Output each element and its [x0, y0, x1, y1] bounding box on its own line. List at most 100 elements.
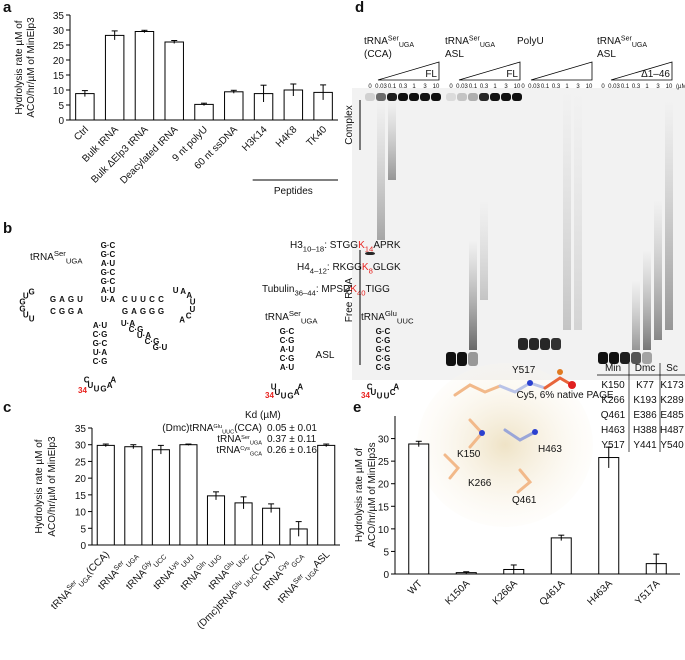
- bar: [224, 91, 244, 121]
- x-tick-label: H463A: [585, 578, 615, 608]
- lane-group-tag: FL: [506, 69, 518, 80]
- nucleotide: G: [68, 307, 74, 316]
- y-tick-label: 30: [75, 441, 87, 452]
- nucleotide: G: [287, 392, 293, 401]
- y-tick-label: 10: [75, 508, 87, 519]
- nucleotide: A·U: [280, 363, 294, 372]
- nucleotide: G: [19, 304, 25, 313]
- nucleotide: C·G: [376, 363, 391, 372]
- text-segment: UUG: [208, 554, 224, 570]
- text-segment: (Dmc)tRNA: [162, 423, 213, 434]
- text-segment: ASL: [597, 49, 616, 60]
- structure-sticks: [443, 369, 576, 494]
- text-segment: Ser: [292, 573, 305, 586]
- text-segment: UUC: [235, 554, 251, 570]
- x-tick-label: Y517A: [633, 578, 662, 607]
- text-segment: Ser: [289, 309, 301, 318]
- bar: [179, 444, 198, 546]
- y-tick-label: 0: [383, 570, 389, 581]
- text-segment: (Dmc)tRNA: [195, 587, 239, 631]
- free-label: Free RNA: [344, 277, 355, 322]
- nucleotide: G·C: [376, 327, 391, 336]
- nucleotide: C·G: [129, 325, 144, 334]
- text-segment: tRNA: [265, 312, 289, 323]
- residue-label: Y517: [512, 365, 536, 376]
- x-tick-label: WT: [406, 578, 425, 597]
- concentration: 0: [368, 84, 372, 90]
- nucleotide: U: [384, 392, 390, 401]
- nucleotide: U: [131, 295, 137, 304]
- lane-group-title: ASL: [445, 49, 464, 60]
- nucleotide: G: [29, 288, 35, 297]
- gel-band: [512, 93, 522, 101]
- y-tick-label: 20: [53, 56, 65, 67]
- concentration: 3: [504, 84, 508, 90]
- nucleotide: U: [23, 311, 29, 320]
- peptide: H310–18: STGGK14APRK: [290, 240, 401, 253]
- protein-structure: [417, 363, 593, 527]
- text-segment: tRNA: [216, 445, 240, 456]
- asl-title: tRNAGluUUC: [361, 309, 414, 325]
- nucleotide: A·U: [101, 259, 115, 268]
- concentration: 0: [449, 84, 453, 90]
- text-segment: UGA: [632, 42, 648, 49]
- nucleotide: G·C: [93, 339, 108, 348]
- lane-group-title: tRNASerUGA: [445, 36, 495, 50]
- text-segment: ASL: [311, 549, 332, 570]
- lane-group-title: PolyU: [517, 36, 544, 47]
- nucleotide: A·U: [280, 345, 294, 354]
- concentration: 3: [576, 84, 580, 90]
- nucleotide: U: [29, 314, 35, 323]
- table-cell: E485: [660, 410, 684, 421]
- y-axis-label: ACO/hr/µM of MinElp3: [47, 436, 58, 537]
- concentration: 3: [656, 84, 660, 90]
- bar: [75, 93, 95, 121]
- text-segment: : MPSD: [316, 284, 350, 295]
- x-tick-label: H4K8: [274, 124, 300, 150]
- nucleotide: C·G: [145, 337, 160, 346]
- gel-band: [642, 352, 652, 364]
- nucleotide: A: [131, 307, 137, 316]
- text-segment: Ser: [241, 435, 250, 441]
- text-segment: Glu: [385, 309, 397, 318]
- nucleotide: G: [50, 295, 56, 304]
- gel-band: [420, 93, 430, 101]
- gel-band: [540, 338, 550, 350]
- table-cell: K193: [633, 395, 657, 406]
- text-segment: : STGG: [324, 240, 358, 251]
- kd-value: 0.37 ± 0.11: [267, 434, 317, 445]
- nucleotide: G·C: [101, 241, 116, 250]
- text-segment: tRNA: [445, 36, 469, 47]
- gel-smear: [654, 200, 662, 340]
- text-segment: UCC: [153, 554, 169, 570]
- nucleotide: U: [94, 385, 100, 394]
- nucleotide: U: [77, 295, 83, 304]
- y-axis-label: ACO/hr/µM of MinElp3: [26, 17, 37, 118]
- nucleotide: A: [179, 315, 185, 324]
- y-tick-label: 15: [53, 71, 65, 82]
- bar: [234, 502, 253, 546]
- kd-name: tRNASerUGA: [217, 434, 262, 446]
- gradient-triangle: [458, 61, 521, 81]
- nucleotide: U: [173, 286, 179, 295]
- table-cell: Y540: [660, 440, 684, 451]
- nucleotide: C·G: [376, 354, 391, 363]
- panel-label: a: [3, 0, 12, 16]
- nucleotide: G·C: [101, 277, 116, 286]
- nucleotide: U·A: [137, 331, 151, 340]
- concentration: 1: [412, 84, 416, 90]
- table-header: Min: [605, 363, 621, 374]
- gel-band: [457, 93, 467, 101]
- text-segment: Ser: [469, 36, 481, 43]
- nucleotide: U·A: [121, 319, 135, 328]
- nucleotide: A·U: [93, 321, 107, 330]
- gel-band: [529, 338, 539, 350]
- nucleotide: A·U: [101, 286, 115, 295]
- text-segment: 10–18: [303, 244, 324, 253]
- text-segment: PolyU: [517, 36, 544, 47]
- nucleotide: G·U: [153, 343, 168, 352]
- text-segment: Tubulin: [262, 284, 294, 295]
- concentration: 0: [601, 84, 605, 90]
- gel-smear: [388, 100, 396, 180]
